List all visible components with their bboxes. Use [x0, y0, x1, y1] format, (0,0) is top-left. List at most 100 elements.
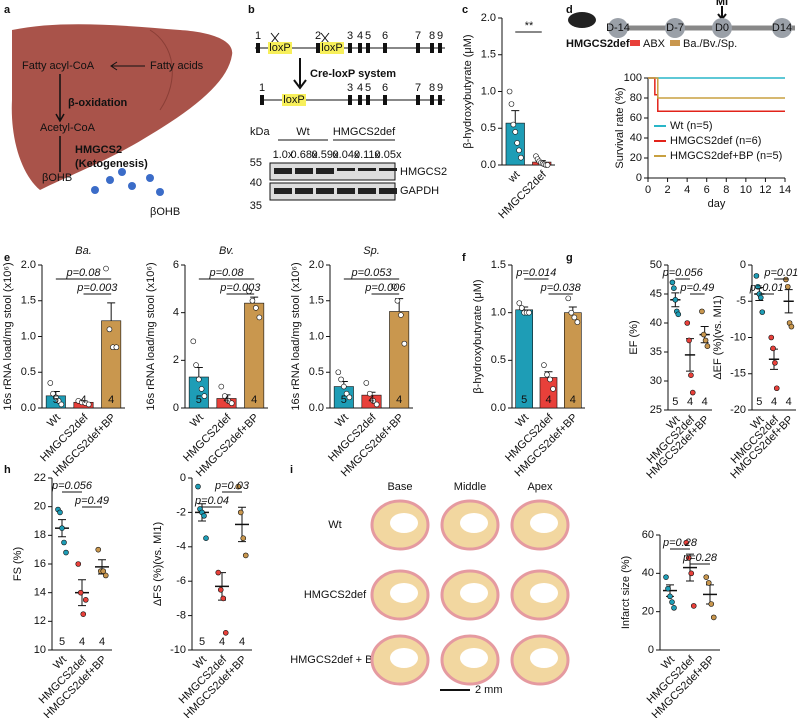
data-point: [773, 385, 780, 392]
y-axis-label: 16s rRNA load/mg stool (x10⁶): [145, 262, 157, 410]
loxp: [282, 94, 306, 106]
p-value: p=0.28: [662, 537, 698, 549]
data-point: [106, 326, 113, 333]
data-point: [688, 570, 695, 577]
row-label: HMGCS2def + BP: [290, 654, 380, 666]
panel-label: g: [566, 252, 573, 264]
data-point: [665, 585, 671, 592]
legend-text: HMGCS2def+BP (n=5): [670, 150, 782, 162]
data-point: [516, 147, 522, 154]
y-tick-label: 14: [34, 587, 46, 599]
p-value: p=0.01: [749, 282, 784, 294]
diagram-text: β-oxidation: [68, 97, 128, 109]
data-point: [526, 309, 532, 316]
y-tick-label: 60: [630, 112, 642, 124]
y-tick-label: 1.5: [21, 295, 36, 307]
data-point: [195, 483, 201, 490]
band: [316, 168, 334, 174]
data-point: [759, 309, 766, 315]
data-point: [221, 393, 228, 399]
n-label: 4: [99, 636, 105, 648]
fold-label: 0.59x: [312, 149, 339, 161]
n-label: 5: [199, 636, 205, 648]
group-label: Wt: [296, 126, 309, 138]
exon-label: 7: [415, 82, 421, 94]
error-bar: [107, 302, 116, 321]
p-value: p=0.01: [763, 267, 798, 279]
n-label: 4: [368, 394, 374, 406]
mouse-label: HMGCS2def: [566, 38, 630, 50]
system-label: Cre-loxP system: [310, 68, 396, 80]
exon: [430, 95, 434, 105]
y-tick-label: 40: [650, 317, 662, 329]
data-point: [256, 314, 263, 321]
data-point: [689, 389, 696, 396]
data-point: [228, 400, 235, 407]
y-tick-label: 60: [642, 529, 654, 541]
data-point: [683, 539, 690, 546]
exon-label: 4: [357, 82, 363, 94]
data-point: [235, 483, 242, 490]
n-label: 4: [239, 636, 245, 648]
x-tick-label: 6: [704, 184, 710, 196]
n-label: 5: [521, 394, 527, 406]
x-tick-label: 4: [684, 184, 690, 196]
y-tick-label: 0: [173, 402, 179, 414]
ketone-dot: [146, 174, 154, 182]
heart-lumen: [530, 648, 558, 668]
scale-label: 2 mm: [475, 684, 503, 696]
diagram-text: βOHB: [150, 206, 180, 218]
exon-label: 8: [429, 30, 435, 42]
y-tick-label: 0.5: [21, 366, 36, 378]
data-point: [518, 154, 524, 161]
p-value: p=0.053: [350, 267, 392, 279]
p-value: p=0.056: [662, 267, 704, 279]
x-tick-label: Wt: [513, 412, 531, 430]
x-axis-label: day: [708, 198, 726, 210]
data-point: [699, 308, 705, 315]
y-tick-label: 20: [630, 152, 642, 164]
n-label: 5: [341, 394, 347, 406]
data-point: [75, 561, 82, 567]
y-tick-label: 0.5: [309, 366, 324, 378]
data-point: [755, 283, 761, 290]
error-bar: [511, 110, 520, 124]
legend-text: Wt (n=5): [670, 120, 712, 132]
day-label: D14: [772, 22, 792, 34]
column-label: Base: [387, 481, 412, 493]
n-label: 4: [702, 396, 708, 408]
data-point: [518, 305, 525, 311]
exon-label: 5: [365, 82, 371, 94]
n-label: 5: [756, 396, 762, 408]
loxp-label: loxP: [269, 42, 290, 54]
y-tick-label: 2: [173, 354, 179, 366]
data-point: [508, 101, 515, 107]
y-tick-label: 45: [650, 288, 662, 300]
exon-label: 9: [437, 82, 443, 94]
exon: [366, 95, 370, 105]
day-node: [608, 18, 628, 38]
fold-label: 1.0x: [273, 149, 294, 161]
data-point: [59, 525, 65, 531]
exon-label: 1: [255, 30, 261, 42]
data-point: [753, 273, 760, 279]
data-point: [710, 614, 717, 621]
data-point: [768, 334, 775, 341]
panel-label: a: [4, 4, 11, 16]
y-tick-label: 1.0: [491, 307, 506, 319]
exon-label: 3: [347, 82, 353, 94]
heart-lumen: [390, 583, 418, 603]
y-axis-label: ΔEF (%)(vs. MI1): [712, 295, 724, 379]
fold-label: 0.04x: [333, 149, 360, 161]
exon: [383, 95, 387, 105]
n-label: 5: [196, 394, 202, 406]
data-point: [398, 312, 404, 318]
data-point: [201, 513, 207, 519]
data-point: [669, 599, 675, 605]
y-tick-label: 1.0: [481, 85, 496, 97]
data-point: [373, 401, 380, 408]
data-point: [80, 611, 87, 617]
data-point: [61, 539, 67, 546]
exon: [348, 95, 352, 105]
data-point: [544, 371, 550, 378]
